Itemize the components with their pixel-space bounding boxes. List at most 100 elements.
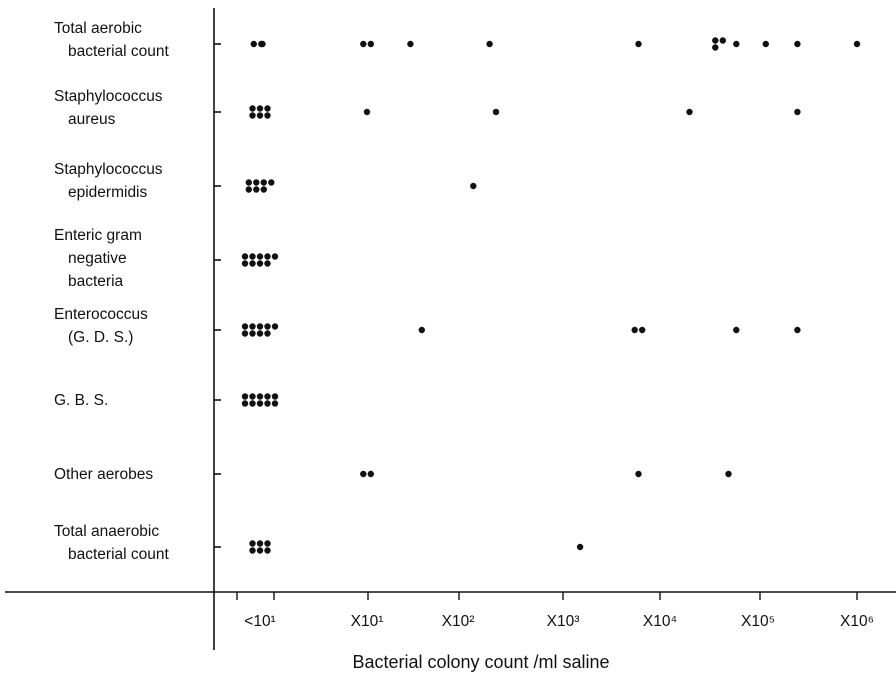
data-point [249,400,256,407]
data-point [249,112,256,119]
category-label: (G. D. S.) [68,329,133,346]
data-point [245,186,252,193]
data-point [635,470,642,478]
data-point [264,540,271,547]
data-point [245,179,252,186]
x-tick-label: X10⁴ [643,613,677,630]
data-point [264,323,271,330]
data-point [249,253,256,260]
data-point [719,37,726,44]
data-point [256,540,264,547]
category-labels: Total aerobic bacterial count Staphylococc… [54,20,170,563]
data-point [271,400,279,407]
data-point [407,40,414,48]
data-point [686,108,693,116]
data-point [256,400,264,407]
data-point [794,326,801,334]
category-label: negative [68,250,127,267]
data-point [256,393,264,400]
data-point [256,105,264,112]
data-point [712,37,719,44]
data-point [241,253,249,260]
data-point [241,393,249,400]
data-point [576,543,584,551]
data-point [249,547,256,554]
data-point [360,470,367,478]
data-point [249,540,256,547]
data-point [367,470,374,478]
category-label: Total aerobic [54,20,142,37]
data-point [631,326,638,334]
data-point [363,108,371,116]
category-label: bacteria [68,273,124,290]
x-tick-label: X10⁵ [741,613,775,630]
category-label: Staphylococcus [54,88,163,105]
x-tick-labels: <10¹ X10¹ X10² X10³ X10⁴ X10⁵ X10⁶ [244,613,874,630]
data-point [635,40,642,48]
data-point [470,182,477,190]
data-point [256,112,264,119]
data-point [853,40,861,48]
data-point [250,40,257,48]
data-point [253,179,260,186]
data-point [271,393,279,400]
data-point [264,260,271,267]
data-point [264,393,271,400]
data-point [360,40,367,48]
data-point [249,105,256,112]
data-point [256,547,264,554]
data-point [264,547,271,554]
data-point [260,186,267,193]
data-point [264,330,271,337]
data-point [268,179,275,186]
category-label: Staphylococcus [54,161,163,178]
data-point [794,40,801,48]
category-label: bacterial count [68,43,170,60]
data-point [418,326,425,334]
data-point [725,470,732,478]
data-point [249,393,256,400]
x-tick-label: <10¹ [244,613,275,630]
data-point [241,400,249,407]
data-point [256,323,264,330]
data-point [249,330,256,337]
data-point [256,330,264,337]
data-point [256,260,264,267]
data-point [271,253,279,260]
data-point [259,40,266,48]
data-point [733,326,740,334]
category-label: epidermidis [68,184,148,201]
data-point [486,40,493,48]
category-label: aureus [68,111,116,128]
data-point [492,108,500,116]
data-point [241,323,249,330]
x-tick-label: X10³ [547,613,580,630]
data-point [241,260,249,267]
category-label: G. B. S. [54,392,108,409]
data-point [367,40,374,48]
data-point [241,330,249,337]
data-point [264,105,271,112]
data-point [264,400,271,407]
data-point [264,253,271,260]
category-label: Other aerobes [54,466,153,483]
data-point [249,260,256,267]
x-axis-title: Bacterial colony count /ml saline [352,652,609,672]
category-label: Enterococcus [54,306,148,323]
data-point [794,108,801,116]
data-point [249,323,256,330]
axes [5,8,896,650]
x-tick-label: X10⁶ [840,613,874,630]
data-point [260,179,267,186]
data-point [253,186,260,193]
data-point [256,253,264,260]
data-points [241,37,861,554]
x-tick-label: X10¹ [351,613,384,630]
data-point [264,112,271,119]
category-label: Enteric gram [54,227,142,244]
data-point [733,40,740,48]
data-point [639,326,646,334]
data-point [271,323,279,330]
category-label: Total anaerobic [54,523,159,540]
data-point [712,44,719,51]
